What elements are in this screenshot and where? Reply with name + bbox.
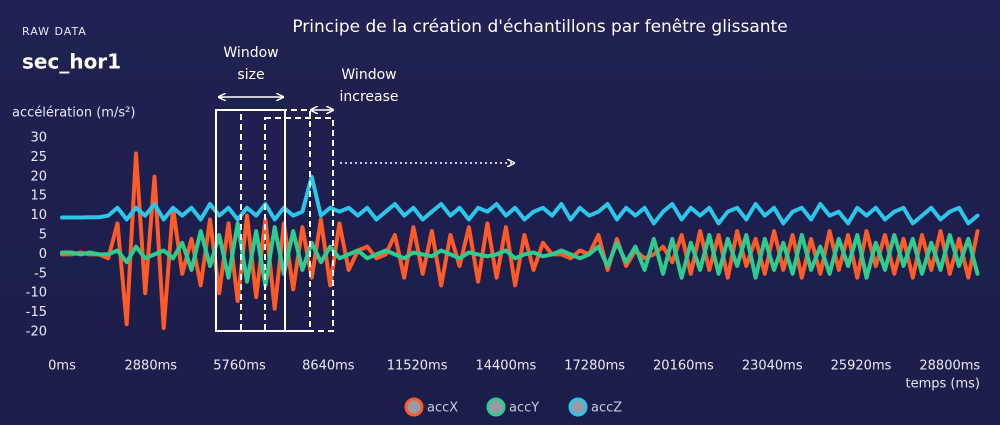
legend-label: accY	[509, 401, 539, 416]
window-rect	[215, 109, 286, 332]
legend-marker	[404, 397, 424, 417]
plot-area: -20 -15 -10 -5 0 5 10 15 20 25 30 0ms 2880ms 5760ms 86…	[26, 131, 981, 374]
annotation: Window increase	[339, 67, 399, 105]
y-tick-label: 15	[30, 189, 47, 204]
section-label: RAW DATA	[22, 25, 87, 38]
y-tick-label: -10	[26, 286, 47, 301]
window-overlay	[215, 97, 514, 332]
y-tick-label: 5	[39, 228, 47, 243]
y-tick-label: 30	[30, 131, 47, 146]
y-tick-label: -5	[34, 266, 47, 281]
x-tick-label: 25920ms	[831, 359, 892, 374]
y-tick-label: 10	[30, 208, 47, 223]
y-tick-label: 0	[39, 247, 47, 262]
window-rect-shifted	[240, 109, 311, 332]
legend-marker	[486, 397, 506, 417]
legend: accX accY accZ	[404, 397, 622, 417]
x-tick-label: 14400ms	[475, 359, 536, 374]
legend-item: accZ	[568, 397, 622, 417]
legend-label: accX	[427, 401, 458, 416]
legend-marker	[568, 397, 588, 417]
legend-item: accX	[404, 397, 458, 417]
y-tick-label: 25	[30, 150, 47, 165]
legend-label: accZ	[591, 401, 622, 416]
subtitle: sec_hor1	[22, 50, 121, 74]
y-axis-label: accélération (m/s²)	[12, 106, 135, 121]
series-line	[60, 221, 980, 288]
y-tick-label: -15	[26, 305, 47, 320]
x-tick-label: 11520ms	[387, 359, 448, 374]
x-tick-label: 28800ms	[919, 359, 980, 374]
x-tick-label: 5760ms	[213, 359, 266, 374]
legend-item: accY	[486, 397, 539, 417]
chart-title: Principe de la création d'échantillons p…	[292, 17, 787, 37]
x-tick-label: 20160ms	[653, 359, 714, 374]
x-tick-label: 8640ms	[302, 359, 355, 374]
window-rect-shifted	[264, 117, 334, 332]
x-tick-label: 0ms	[48, 359, 76, 374]
series-line	[60, 174, 980, 226]
x-tick-label: 23040ms	[742, 359, 803, 374]
x-tick-label: 17280ms	[564, 359, 625, 374]
x-tick-label: 2880ms	[125, 359, 178, 374]
annotation: Window size	[223, 45, 279, 83]
y-tick-label: 20	[30, 169, 47, 184]
x-axis-label: temps (ms)	[906, 377, 981, 392]
y-tick-label: -20	[26, 325, 47, 340]
